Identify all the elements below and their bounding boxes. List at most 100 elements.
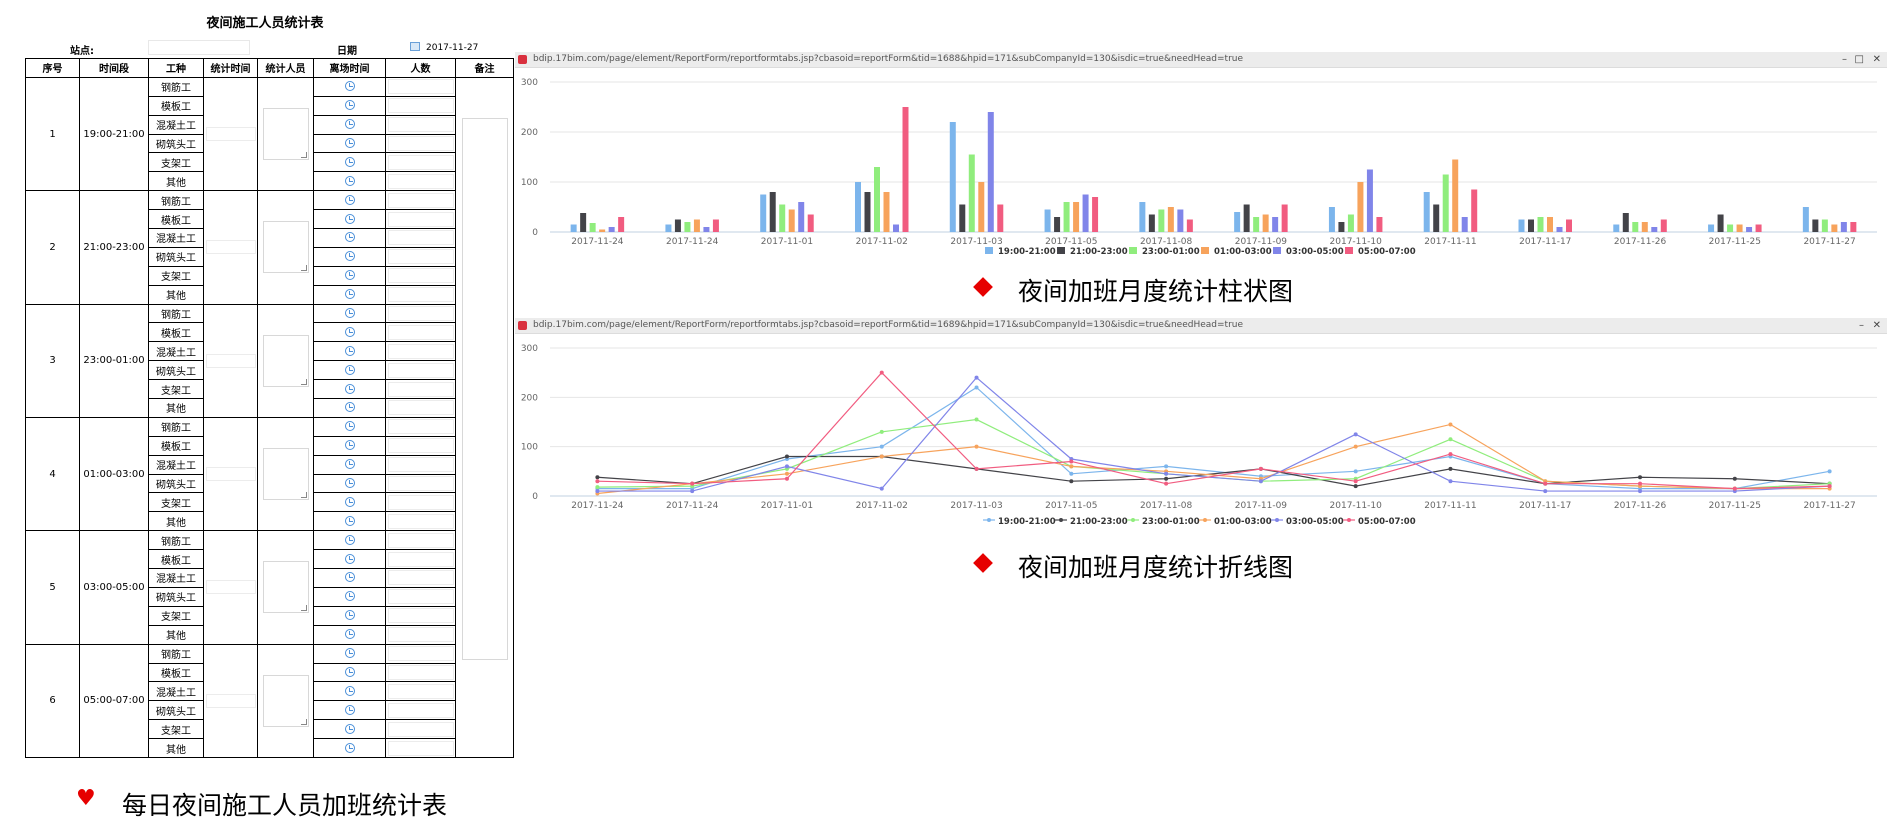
count-input[interactable] (387, 117, 454, 133)
calendar-icon[interactable] (410, 42, 420, 51)
count-input[interactable] (387, 230, 454, 246)
count-input[interactable] (387, 570, 454, 586)
clock-icon[interactable] (344, 478, 355, 489)
count-input[interactable] (387, 173, 454, 189)
worker-type: 其他 (148, 511, 204, 532)
clock-icon[interactable] (344, 572, 355, 583)
stat-time-input[interactable] (205, 127, 256, 142)
count-input[interactable] (387, 249, 454, 265)
stat-person-textarea[interactable] (262, 448, 309, 501)
count-input[interactable] (387, 494, 454, 510)
clock-icon[interactable] (344, 119, 355, 130)
count-input[interactable] (387, 551, 454, 567)
count-input[interactable] (387, 306, 454, 322)
count-input[interactable] (387, 664, 454, 680)
clock-icon[interactable] (344, 704, 355, 715)
clock-icon[interactable] (344, 421, 355, 432)
remark-textarea[interactable] (461, 117, 508, 660)
clock-icon[interactable] (344, 629, 355, 640)
clock-icon[interactable] (344, 308, 355, 319)
close-icon[interactable]: ✕ (1872, 320, 1881, 331)
clock-icon[interactable] (344, 553, 355, 564)
leave-time-cell (313, 568, 386, 588)
clock-icon[interactable] (344, 270, 355, 281)
count-input[interactable] (387, 721, 454, 737)
stat-time-input[interactable] (205, 467, 256, 482)
stat-time-input[interactable] (205, 353, 256, 368)
clock-icon[interactable] (344, 251, 355, 262)
count-input[interactable] (387, 532, 454, 548)
count-input[interactable] (387, 646, 454, 662)
stat-person-cell (257, 76, 314, 192)
count-input[interactable] (387, 268, 454, 284)
maximize-icon[interactable]: □ (1854, 54, 1864, 65)
count-input[interactable] (387, 287, 454, 303)
clock-icon[interactable] (344, 402, 355, 413)
count-input[interactable] (387, 438, 454, 454)
count-input[interactable] (387, 381, 454, 397)
date-value[interactable]: 2017-11-27 (426, 43, 479, 53)
clock-icon[interactable] (344, 175, 355, 186)
clock-icon[interactable] (344, 648, 355, 659)
count-input[interactable] (387, 400, 454, 416)
clock-icon[interactable] (344, 289, 355, 300)
clock-icon[interactable] (344, 610, 355, 621)
clock-icon[interactable] (344, 194, 355, 205)
stat-person-textarea[interactable] (262, 108, 309, 161)
clock-icon[interactable] (344, 515, 355, 526)
count-input[interactable] (387, 324, 454, 340)
clock-icon[interactable] (344, 326, 355, 337)
count-input[interactable] (387, 683, 454, 699)
count-input[interactable] (387, 702, 454, 718)
count-input[interactable] (387, 154, 454, 170)
count-input[interactable] (387, 608, 454, 624)
count-input[interactable] (387, 627, 454, 643)
clock-icon[interactable] (344, 364, 355, 375)
count-input[interactable] (387, 79, 454, 95)
stat-person-textarea[interactable] (262, 221, 309, 274)
clock-icon[interactable] (344, 440, 355, 451)
minimize-icon[interactable]: – (1859, 320, 1864, 331)
clock-icon[interactable] (344, 459, 355, 470)
count-input[interactable] (387, 419, 454, 435)
count-input[interactable] (387, 740, 454, 756)
count-input[interactable] (387, 98, 454, 114)
minimize-icon[interactable]: – (1842, 54, 1847, 65)
count-cell (385, 681, 456, 702)
clock-icon[interactable] (344, 742, 355, 753)
clock-icon[interactable] (344, 496, 355, 507)
clock-icon[interactable] (344, 138, 355, 148)
count-input[interactable] (387, 589, 454, 605)
count-input[interactable] (387, 211, 454, 227)
diamond-bullet-icon (973, 553, 993, 573)
stat-person-textarea[interactable] (262, 561, 309, 614)
clock-icon[interactable] (344, 534, 355, 545)
clock-icon[interactable] (344, 100, 355, 111)
clock-icon[interactable] (344, 81, 355, 92)
stat-person-textarea[interactable] (262, 334, 309, 387)
clock-icon[interactable] (344, 232, 355, 243)
site-input[interactable] (148, 40, 250, 55)
clock-icon[interactable] (344, 685, 355, 696)
clock-icon[interactable] (344, 723, 355, 734)
stat-time-input[interactable] (205, 693, 256, 708)
clock-icon[interactable] (344, 591, 355, 602)
clock-icon[interactable] (344, 156, 355, 167)
count-input[interactable] (387, 513, 454, 529)
clock-icon[interactable] (344, 345, 355, 356)
count-input[interactable] (387, 476, 454, 492)
count-input[interactable] (387, 362, 454, 378)
count-input[interactable] (387, 457, 454, 473)
clock-icon[interactable] (344, 383, 355, 394)
count-input[interactable] (387, 136, 454, 151)
stat-time-input[interactable] (205, 240, 256, 255)
count-input[interactable] (387, 343, 454, 359)
close-icon[interactable]: ✕ (1872, 54, 1881, 65)
clock-icon[interactable] (344, 213, 355, 224)
clock-icon[interactable] (344, 666, 355, 677)
count-input[interactable] (387, 192, 454, 208)
stat-person-textarea[interactable] (262, 674, 309, 727)
stat-time-input[interactable] (205, 580, 256, 595)
table-row: 5 03:00-05:00 钢筋工 (25, 530, 514, 645)
data-point (1827, 484, 1832, 489)
